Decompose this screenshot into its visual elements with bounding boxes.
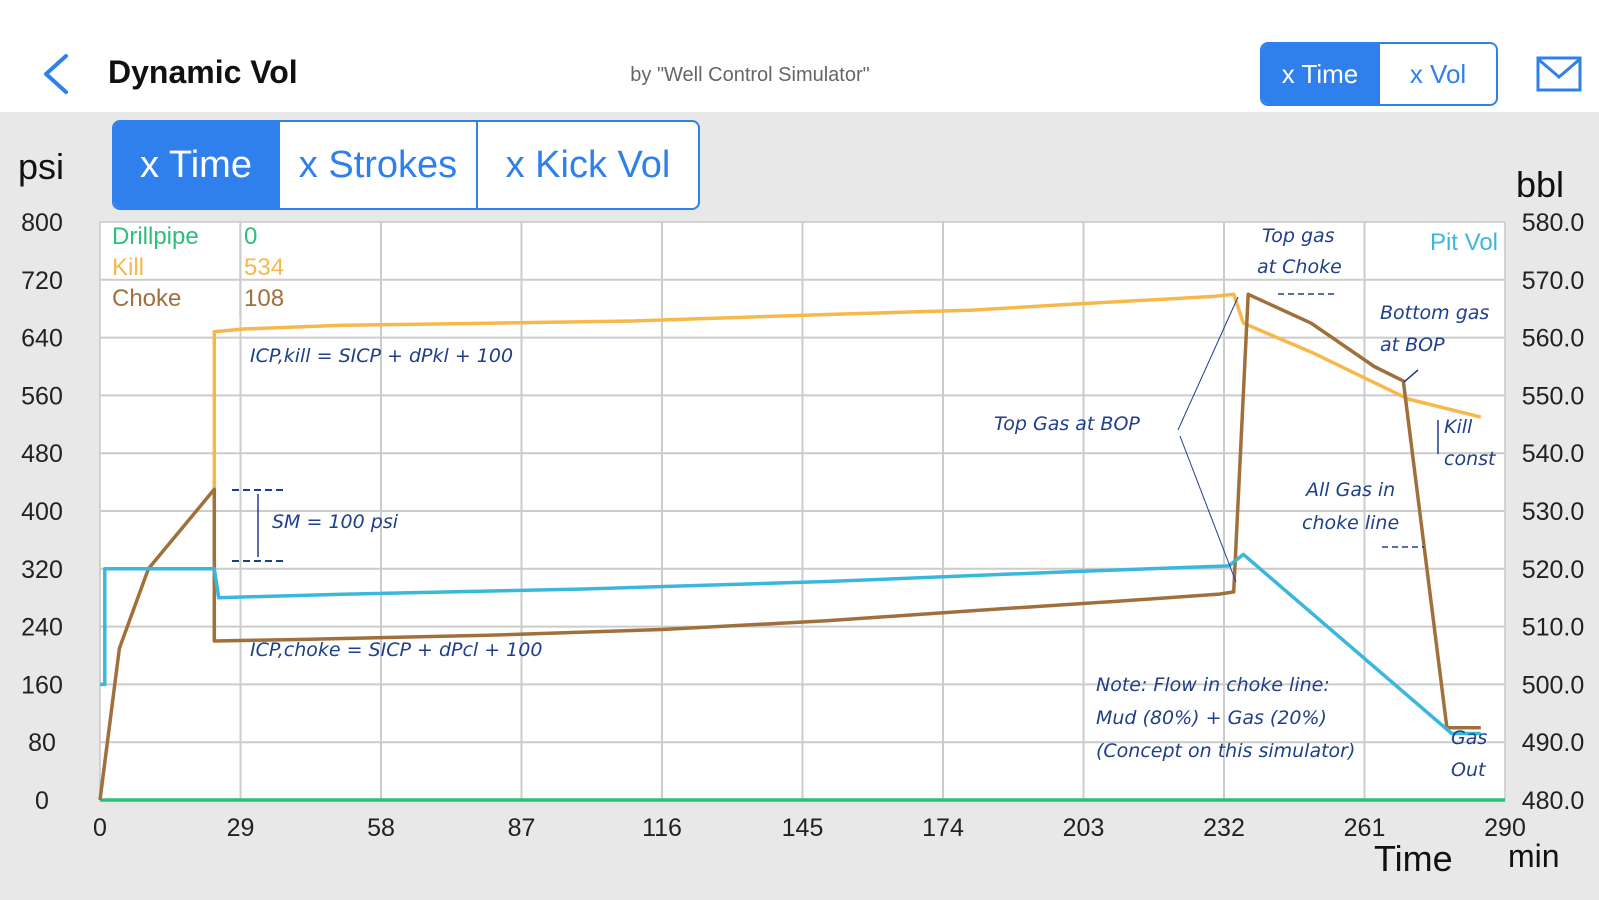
legend-value-kill: 534 bbox=[244, 254, 284, 281]
annotation-text: Kill bbox=[1444, 416, 1473, 438]
y2-tick-label: 520.0 bbox=[1522, 556, 1585, 584]
annotation-text: const bbox=[1444, 448, 1497, 470]
y-tick-label: 240 bbox=[21, 614, 63, 642]
legend-name-kill: Kill bbox=[112, 254, 144, 281]
tab-x-time[interactable]: x Time bbox=[114, 122, 278, 208]
annotation-text: All Gas in bbox=[1304, 479, 1395, 501]
y2-axis-unit: bbl bbox=[1516, 164, 1565, 205]
y-tick-label: 320 bbox=[21, 556, 63, 584]
x-tick-label: 174 bbox=[922, 814, 964, 842]
chevron-left-icon[interactable] bbox=[38, 52, 78, 96]
y-tick-label: 400 bbox=[21, 498, 63, 526]
x-tick-label: 58 bbox=[367, 814, 395, 842]
y2-tick-label: 560.0 bbox=[1522, 325, 1585, 353]
annotation-text: Out bbox=[1451, 759, 1487, 781]
x-tick-label: 0 bbox=[93, 814, 107, 842]
tab-x-strokes[interactable]: x Strokes bbox=[278, 122, 476, 208]
y2-tick-label: 480.0 bbox=[1522, 787, 1585, 815]
y2-tick-label: 510.0 bbox=[1522, 614, 1585, 642]
page-subtitle: by "Well Control Simulator" bbox=[630, 64, 870, 86]
toggle-x-vol[interactable]: x Vol bbox=[1378, 44, 1496, 104]
tab-x-kick-vol[interactable]: x Kick Vol bbox=[476, 122, 698, 208]
x-tick-label: 203 bbox=[1063, 814, 1105, 842]
annotation-pointer bbox=[1177, 296, 1239, 431]
annotation-text: Note: Flow in choke line: bbox=[1096, 674, 1330, 696]
y-tick-label: 720 bbox=[21, 267, 63, 295]
y-tick-label: 80 bbox=[28, 729, 56, 757]
x-axis-tabs: x Time x Strokes x Kick Vol bbox=[112, 120, 700, 210]
x-axis-label: Time bbox=[1374, 838, 1453, 879]
y-tick-label: 800 bbox=[21, 209, 63, 237]
y2-tick-label: 500.0 bbox=[1522, 671, 1585, 699]
legend-name-drillpipe: Drillpipe bbox=[112, 223, 199, 250]
annotation-text: (Concept on this simulator) bbox=[1096, 740, 1355, 762]
y-axis-unit: psi bbox=[18, 146, 65, 187]
x-tick-label: 116 bbox=[642, 814, 682, 842]
legend-name-pit-vol: Pit Vol bbox=[1430, 229, 1498, 256]
y-tick-label: 480 bbox=[21, 440, 63, 468]
annotation-pointer bbox=[1403, 369, 1419, 383]
y2-tick-label: 490.0 bbox=[1522, 729, 1585, 757]
x-tick-label: 261 bbox=[1344, 814, 1386, 842]
annotation-text: Gas bbox=[1451, 727, 1487, 749]
annotation-text: Mud (80%) + Gas (20%) bbox=[1096, 707, 1327, 729]
x-tick-label: 29 bbox=[227, 814, 255, 842]
x-axis-toggle: x Time x Vol bbox=[1260, 42, 1498, 106]
series-line-kill bbox=[212, 292, 1482, 497]
annotation-text: at Choke bbox=[1257, 256, 1342, 278]
y2-tick-label: 570.0 bbox=[1522, 267, 1585, 295]
annotation-text: choke line bbox=[1302, 512, 1399, 534]
toggle-x-time[interactable]: x Time bbox=[1262, 44, 1378, 104]
annotation-text: Bottom gas bbox=[1380, 302, 1489, 324]
annotation-text: Top Gas at BOP bbox=[994, 413, 1140, 435]
annotation-text: at BOP bbox=[1380, 334, 1445, 356]
series-line-pit-vol bbox=[100, 552, 1481, 736]
legend-value-choke: 108 bbox=[244, 285, 284, 312]
x-axis-unit: min bbox=[1508, 838, 1560, 874]
x-tick-label: 232 bbox=[1203, 814, 1245, 842]
y-tick-label: 0 bbox=[35, 787, 49, 815]
y2-tick-label: 550.0 bbox=[1522, 382, 1585, 410]
y2-tick-label: 530.0 bbox=[1522, 498, 1585, 526]
y-tick-label: 560 bbox=[21, 382, 63, 410]
page-title: Dynamic Vol bbox=[108, 54, 298, 90]
x-tick-label: 87 bbox=[508, 814, 536, 842]
top-bar: Dynamic Vol by "Well Control Simulator" … bbox=[0, 0, 1599, 112]
y-tick-label: 160 bbox=[21, 671, 63, 699]
legend-name-choke: Choke bbox=[112, 285, 181, 312]
legend-value-drillpipe: 0 bbox=[244, 223, 257, 250]
x-tick-label: 145 bbox=[782, 814, 824, 842]
annotation-text: Top gas bbox=[1262, 225, 1335, 247]
y2-tick-label: 580.0 bbox=[1522, 209, 1585, 237]
annotation-text: ICP,kill = SICP + dPkl + 100 bbox=[250, 345, 513, 367]
series-line-choke bbox=[98, 292, 1481, 801]
annotation-text: ICP,choke = SICP + dPcl + 100 bbox=[250, 639, 542, 661]
annotation-text: SM = 100 psi bbox=[272, 511, 399, 533]
envelope-icon[interactable] bbox=[1536, 56, 1582, 92]
x-tick-label: 290 bbox=[1484, 814, 1526, 842]
annotation-pointer bbox=[1179, 435, 1237, 583]
y-tick-label: 640 bbox=[21, 325, 63, 353]
y2-tick-label: 540.0 bbox=[1522, 440, 1585, 468]
